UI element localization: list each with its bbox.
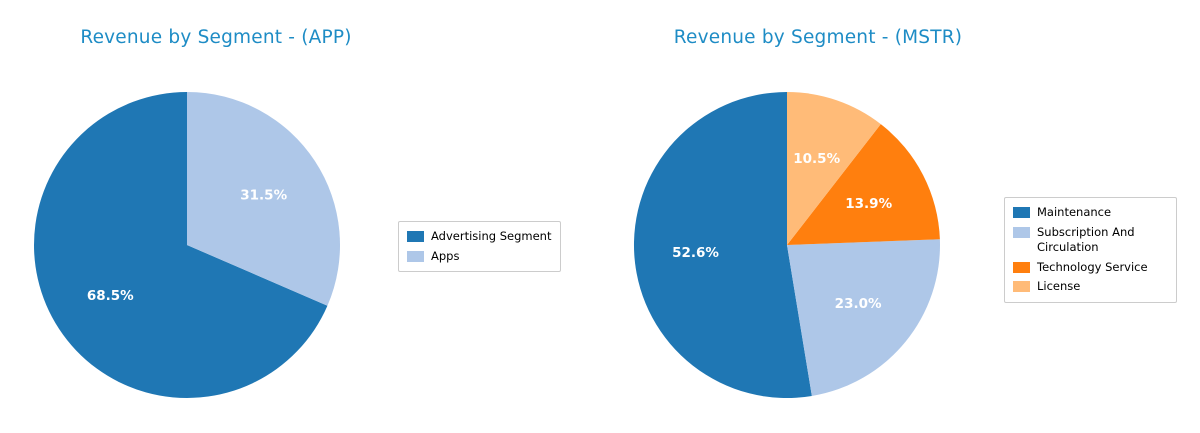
pie-mstr: 52.6% 23.0% 13.9% 10.5% — [633, 92, 940, 399]
legend-swatch — [1013, 207, 1030, 218]
pct-label-technology-service: 13.9% — [845, 196, 892, 212]
legend-app: Advertising Segment Apps — [398, 221, 562, 273]
legend-label: Advertising Segment — [431, 229, 552, 243]
legend-label: Maintenance — [1037, 205, 1112, 219]
pie-slice-license — [787, 92, 881, 245]
pct-label-subscription-and-circulation: 23.0% — [835, 296, 882, 312]
pie-slice-maintenance — [633, 92, 812, 399]
pie-slice-technology-service — [787, 124, 940, 245]
chart-title-mstr: Revenue by Segment - (MSTR) — [673, 27, 963, 48]
legend-item: Advertising Segment — [407, 227, 551, 247]
legend-swatch — [407, 231, 424, 242]
legend-label: Subscription And Circulation — [1037, 224, 1135, 255]
legend-swatch — [1013, 261, 1030, 273]
chart-title-app: Revenue by Segment - (APP) — [80, 27, 352, 48]
legend-label: License — [1037, 279, 1081, 294]
legend-label: Apps — [431, 248, 460, 263]
pie-app: 68.5% 31.5% — [34, 92, 341, 398]
legend-item: Technology Service — [1013, 258, 1167, 278]
legend-swatch — [1013, 226, 1030, 238]
pie-slice-advertising-segment — [34, 92, 328, 398]
pie-slice-apps — [187, 92, 341, 306]
legend-item: Subscription And Circulation — [1013, 223, 1167, 258]
legend-item: License — [1013, 277, 1167, 297]
legend-item: Maintenance — [1013, 203, 1167, 223]
pct-label-maintenance: 52.6% — [672, 245, 719, 261]
pie-slice-subscription-and-circulation — [787, 239, 940, 396]
legend-swatch — [407, 250, 424, 262]
pct-label-advertising-segment: 68.5% — [87, 288, 134, 304]
legend-mstr: Maintenance Subscription And Circulation T… — [1004, 197, 1177, 303]
pct-label-apps: 31.5% — [240, 187, 287, 203]
legend-label: Technology Service — [1037, 259, 1148, 274]
legend-swatch — [1013, 281, 1030, 293]
legend-item: Apps — [407, 247, 551, 267]
pie-chart-app: Revenue by Segment - (APP) 68.5% 31.5% Ad… — [34, 27, 562, 398]
pie-chart-mstr: Revenue by Segment - (MSTR) 52.6% 23.0% 13… — [600, 0, 1200, 433]
pct-label-license: 10.5% — [793, 151, 840, 167]
